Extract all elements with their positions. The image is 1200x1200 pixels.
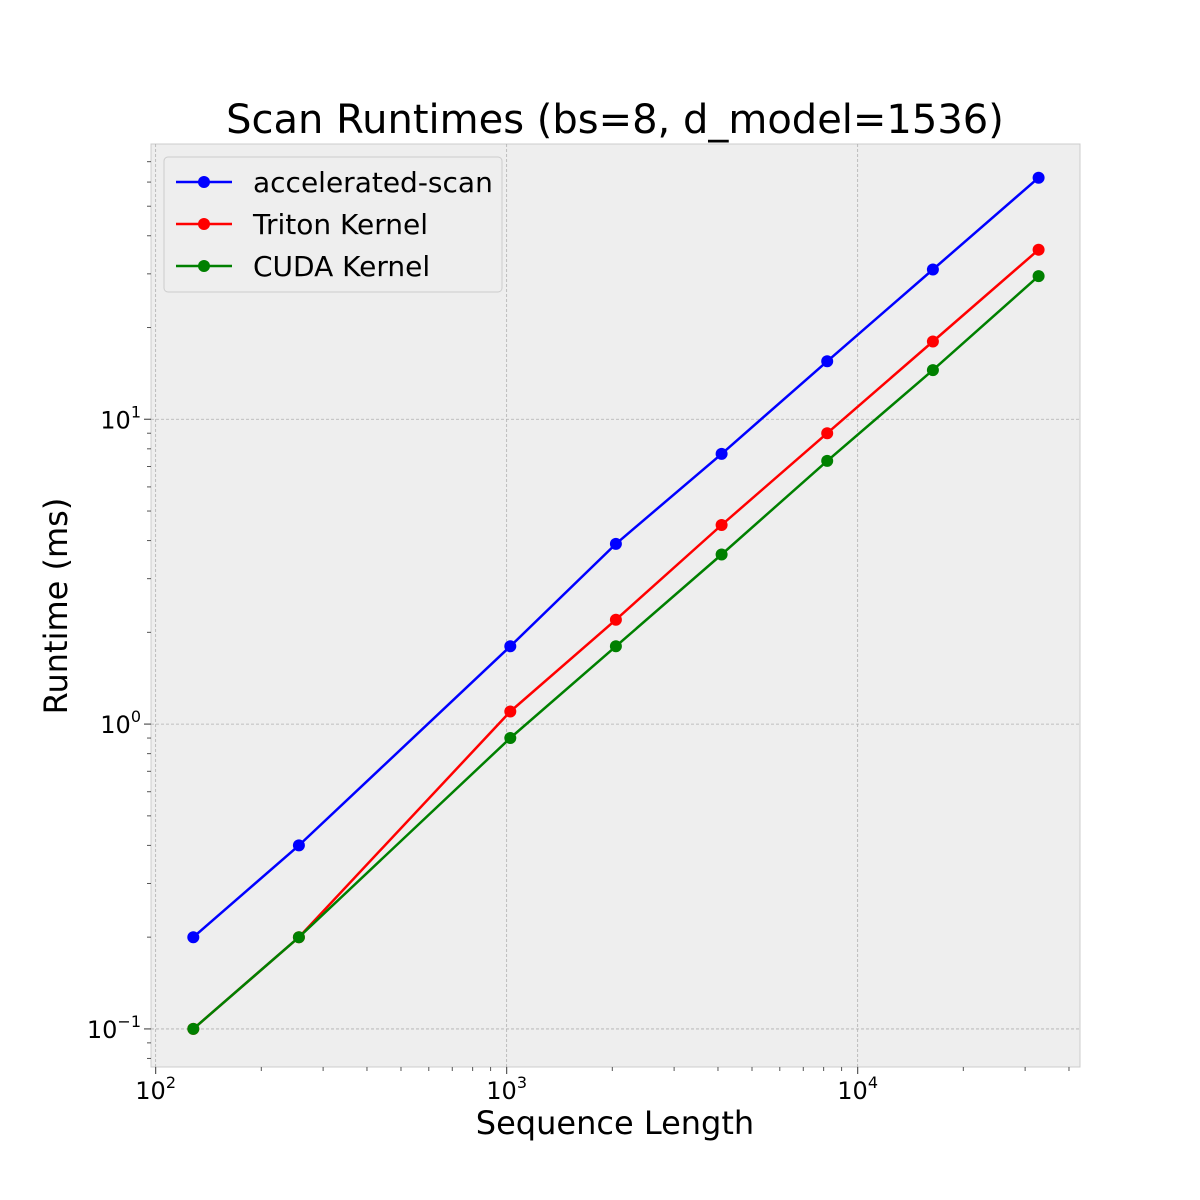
y-tick-label: 10−1 <box>87 1012 141 1044</box>
data-point <box>609 613 622 626</box>
data-point <box>187 1022 200 1035</box>
y-tick-exponent: −1 <box>117 1012 141 1031</box>
data-point <box>292 839 305 852</box>
data-point <box>609 537 622 550</box>
x-tick-exponent: 2 <box>166 1073 176 1092</box>
x-tick-label: 103 <box>486 1073 527 1105</box>
x-axis-label: Sequence Length <box>476 1104 754 1142</box>
y-tick-exponent: 0 <box>131 707 141 726</box>
plot-area <box>150 143 1081 1068</box>
y-axis-label: Runtime (ms) <box>37 498 75 715</box>
data-point <box>926 335 939 348</box>
data-point <box>292 931 305 944</box>
legend-marker <box>198 176 210 188</box>
x-tick-base: 10 <box>486 1077 517 1105</box>
chart-title: Scan Runtimes (bs=8, d_model=1536) <box>226 97 1004 143</box>
legend-label: CUDA Kernel <box>253 250 430 283</box>
x-tick-exponent: 4 <box>868 1073 878 1092</box>
data-point <box>926 263 939 276</box>
data-point <box>1032 270 1045 283</box>
grid <box>151 144 1080 1067</box>
data-point <box>187 931 200 944</box>
y-tick-label: 101 <box>100 402 141 434</box>
y-tick-label: 100 <box>100 707 141 739</box>
y-tick-base: 10 <box>87 1016 118 1044</box>
data-point <box>715 548 728 561</box>
legend-marker <box>198 260 210 272</box>
x-tick-exponent: 3 <box>517 1073 527 1092</box>
y-tick-base: 10 <box>100 711 131 739</box>
data-point <box>926 364 939 377</box>
data-point <box>821 355 834 368</box>
data-point <box>715 447 728 460</box>
legend-box <box>163 156 503 293</box>
data-point <box>715 519 728 531</box>
y-tick-base: 10 <box>100 406 131 434</box>
x-tick-base: 10 <box>837 1077 868 1105</box>
series-line <box>192 248 1040 1030</box>
data-point <box>821 427 834 440</box>
data-point <box>609 640 622 653</box>
data-point <box>504 705 517 718</box>
data-point <box>504 640 517 653</box>
legend-marker <box>198 218 210 230</box>
legend-label: Triton Kernel <box>252 208 428 241</box>
y-tick-exponent: 1 <box>131 402 141 421</box>
x-tick-label: 102 <box>135 1073 176 1105</box>
legend-label: accelerated-scan <box>253 166 493 199</box>
legend: accelerated-scan Triton Kernel CUDA Kernel <box>163 156 503 293</box>
series-line <box>192 275 1040 1030</box>
x-tick-base: 10 <box>135 1077 166 1105</box>
x-tick-label: 104 <box>837 1073 878 1105</box>
series-line <box>192 176 1040 939</box>
data-point <box>1032 171 1045 184</box>
data-point <box>504 732 517 744</box>
series-group <box>187 171 1045 1035</box>
data-point <box>821 454 834 467</box>
data-point <box>1032 243 1045 256</box>
